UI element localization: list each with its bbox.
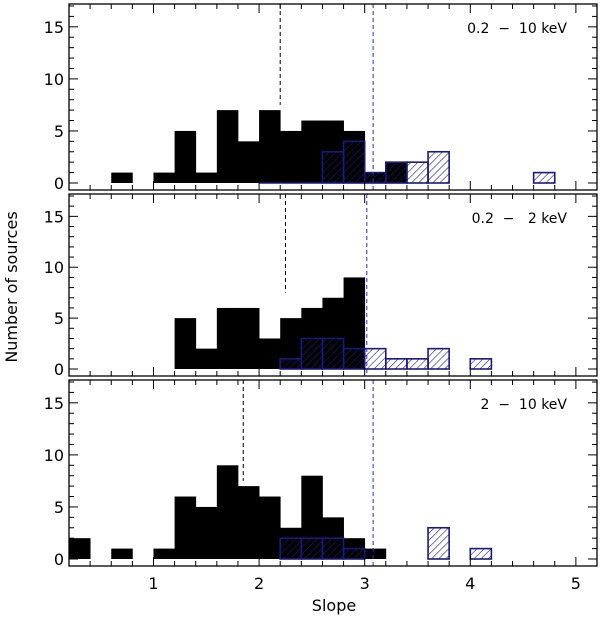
bar-all-3-5 — [195, 506, 218, 559]
bar-subsample-3-2 — [300, 537, 324, 560]
bar-subsample-1-5 — [342, 140, 366, 184]
bar-subsample-1-10 — [532, 171, 556, 184]
bar-subsample-1-8 — [406, 161, 429, 184]
bar-all-1-2 — [153, 172, 175, 183]
bar-all-3-2 — [111, 548, 133, 559]
bar-subsample-2-1 — [279, 358, 303, 370]
bar-subsample-2-4 — [342, 347, 366, 370]
bar-subsample-2-7 — [406, 358, 429, 370]
y-tick-label-1-2: 5 — [54, 122, 64, 141]
y-tick-label-2-2: 5 — [54, 309, 64, 328]
panel-frame-1 — [68, 3, 598, 191]
x-tick-label-5: 5 — [571, 574, 581, 593]
x-tick-label-4: 4 — [465, 574, 475, 593]
bar-subsample-2-2 — [300, 337, 324, 370]
bar-all-3-7 — [237, 486, 260, 559]
bar-subsample-1-7 — [384, 161, 408, 184]
bar-subsample-3-3 — [321, 537, 345, 560]
bar-subsample-2-8 — [427, 347, 450, 370]
bar-all-1-6 — [237, 141, 260, 183]
y-tick-label-3-1: 0 — [54, 550, 64, 569]
panel-1: 0 5 10 15 0.2 − 10 keV — [44, 3, 598, 193]
panel-energy-label-1: 0.2 − 10 keV — [467, 21, 567, 37]
bar-all-2-3 — [216, 307, 239, 369]
bar-all-3-4 — [174, 496, 197, 559]
x-tick-labels: 1 2 3 4 5 — [148, 574, 581, 593]
bar-all-1-8 — [280, 130, 302, 183]
bar-all-2-4 — [237, 307, 260, 369]
bar-all-1-1 — [111, 172, 133, 183]
bar-all-1-5 — [216, 110, 239, 183]
y-axis-label: Number of sources — [2, 211, 21, 362]
x-axis-label: Slope — [312, 596, 356, 615]
x-tick-label-3: 3 — [360, 574, 370, 593]
bar-all-1-7 — [259, 110, 281, 183]
bar-all-2-2 — [195, 348, 218, 369]
bar-all-2-9 — [343, 277, 366, 369]
y-tick-label-1-4: 15 — [44, 18, 64, 37]
bar-all-3-13 — [364, 548, 387, 559]
panel-energy-label-3: 2 − 10 keV — [480, 397, 567, 413]
y-tick-label-3-4: 15 — [44, 394, 64, 413]
bar-subsample-3-4 — [342, 547, 366, 560]
x-tick-label-1: 1 — [148, 574, 158, 593]
panel-energy-label-2: 0.2 − 2 keV — [472, 211, 568, 227]
bar-all-2-1 — [174, 318, 197, 369]
panel-3: 0 5 10 15 2 − 10 keV — [44, 379, 598, 569]
y-tick-label-3-2: 5 — [54, 498, 64, 517]
bar-subsample-3-5 — [427, 526, 450, 560]
bar-subsample-3-1 — [279, 537, 303, 560]
bar-subsample-3-6 — [469, 547, 493, 560]
bar-all-3-6 — [216, 465, 239, 559]
bar-all-2-6 — [280, 318, 302, 369]
bar-all-3-3 — [153, 548, 175, 559]
bar-subsample-2-9 — [469, 358, 493, 370]
bar-subsample-1-6 — [363, 171, 387, 184]
bar-subsample-2-5 — [363, 347, 387, 370]
bar-subsample-2-3 — [321, 337, 345, 370]
y-tick-label-2-4: 15 — [44, 207, 64, 226]
y-tick-label-2-1: 0 — [54, 360, 64, 379]
bar-subsample-2-6 — [384, 358, 408, 370]
panel-frame-3 — [68, 379, 598, 567]
panel-frame-2 — [68, 193, 598, 377]
y-tick-label-1-1: 0 — [54, 174, 64, 193]
y-tick-label-1-3: 10 — [44, 70, 64, 89]
bar-subsample-1-9 — [427, 150, 450, 184]
bar-subsample-1-4 — [321, 150, 345, 184]
bar-all-3-1 — [69, 538, 91, 559]
y-tick-label-3-3: 10 — [44, 446, 64, 465]
bar-all-3-8 — [259, 496, 281, 559]
bar-all-1-4 — [195, 172, 218, 183]
bar-all-1-3 — [174, 130, 197, 183]
bar-all-2-5 — [259, 338, 281, 369]
x-tick-label-2: 2 — [254, 574, 264, 593]
bar-all-1-9 — [301, 120, 323, 183]
panel-2: 0 5 10 15 0.2 − 2 keV — [44, 193, 598, 379]
y-tick-label-2-3: 10 — [44, 258, 64, 277]
